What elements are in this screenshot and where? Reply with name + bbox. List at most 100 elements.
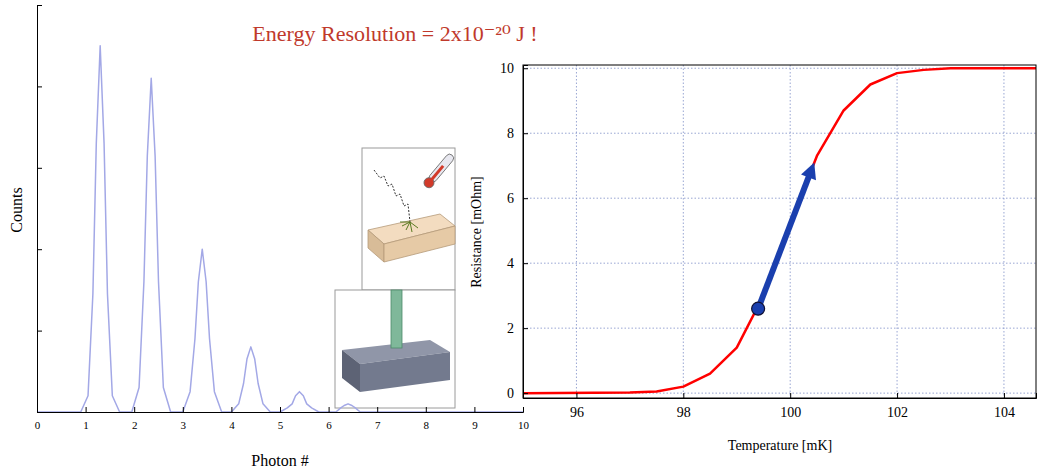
grid-line [897, 65, 898, 398]
grid [523, 65, 1036, 398]
tick-label: 96 [570, 405, 584, 420]
tick: 5 [278, 407, 284, 431]
tick-mark [37, 331, 42, 332]
tick: 10 [500, 61, 528, 76]
tick-label: 100 [780, 405, 801, 420]
tick: 100 [780, 393, 801, 420]
tick-label: 0 [35, 419, 41, 431]
tick-mark [523, 198, 528, 199]
tick-mark [37, 86, 42, 87]
tick: 102 [887, 393, 908, 420]
axis-line [524, 393, 1037, 399]
tick-mark [790, 393, 791, 398]
x-axis: 012345678910 [35, 407, 530, 431]
tick: 2 [507, 321, 528, 336]
grid-line [523, 133, 1036, 134]
tick: 98 [677, 393, 691, 420]
tick-mark [37, 412, 42, 413]
arrow-head [801, 162, 816, 180]
data-line [523, 68, 1036, 393]
inset-bottom [335, 290, 455, 408]
tick-mark [86, 407, 87, 412]
grid-line [523, 328, 1036, 329]
plot-area [523, 68, 1036, 393]
tick-mark [1004, 393, 1005, 398]
tick-label: 102 [887, 405, 908, 420]
tick-mark [523, 263, 528, 264]
tick-mark [523, 68, 528, 69]
tick [37, 86, 42, 87]
tick-mark [329, 407, 330, 412]
impact-flash [400, 222, 418, 232]
arrow-shaft [758, 174, 810, 309]
tick: 6 [326, 407, 332, 431]
absorber-side [384, 226, 455, 262]
tick: 4 [507, 256, 528, 271]
y-axis: 0 2 4 6 8 10 [500, 61, 528, 401]
tick-mark [523, 407, 524, 412]
grid-line [1003, 65, 1004, 398]
axis-line [38, 407, 524, 413]
tick-mark [231, 407, 232, 412]
tick-mark [37, 168, 42, 169]
arrow-start-marker [752, 302, 765, 315]
tick-mark [523, 328, 528, 329]
weak-link [391, 290, 402, 348]
tick: 1 [83, 407, 89, 431]
tick-label: 2 [507, 321, 514, 336]
tick-mark [426, 407, 427, 412]
tick-mark [897, 393, 898, 398]
tick-mark [134, 407, 135, 412]
annotation: Energy Resolution = 2x10⁻²⁰ J ! [252, 21, 537, 46]
bath-front [342, 350, 360, 392]
tick-label: 10 [518, 419, 530, 431]
tick: 96 [570, 393, 584, 420]
chart-root: 012345678910Photon #CountsEnergy Resolut… [0, 0, 1043, 475]
x-axis-title: Photon # [251, 452, 308, 469]
tick [37, 331, 42, 332]
tick: 2 [132, 407, 138, 431]
tick-label: 6 [326, 419, 332, 431]
grid-line [523, 263, 1036, 264]
y-axis-title: Resistance [mOhm] [469, 176, 484, 288]
tick-label: 10 [500, 61, 514, 76]
data-line [37, 46, 523, 412]
tick-mark [576, 393, 577, 398]
grid-line [523, 198, 1036, 199]
tick-mark [183, 407, 184, 412]
tick-label: 2 [132, 419, 138, 431]
tick-label: 4 [229, 419, 235, 431]
inset-panel [362, 148, 455, 290]
thermometer-body [427, 153, 455, 184]
grid-line [576, 65, 577, 398]
x-axis: 96 98 100 102 104 [524, 393, 1037, 420]
tick: 9 [472, 407, 478, 431]
y-axis-title: Counts [8, 187, 25, 232]
photon-path [374, 170, 410, 222]
chart-canvas: 012345678910Photon #CountsEnergy Resolut… [0, 0, 1043, 475]
tick [37, 168, 42, 169]
tick-label: 7 [375, 419, 381, 431]
tick: 6 [507, 191, 528, 206]
tick: 4 [229, 407, 235, 431]
tick-label: 9 [472, 419, 478, 431]
tick-label: 5 [278, 419, 284, 431]
thermometer [422, 152, 456, 190]
tick [37, 249, 42, 250]
tick-label: 0 [507, 386, 514, 401]
absorber-front [368, 230, 384, 262]
tick-mark [474, 407, 475, 412]
tick: 8 [507, 126, 528, 141]
tick-mark [280, 407, 281, 412]
tick-mark [37, 249, 42, 250]
x-axis-title: Temperature [mK] [728, 438, 832, 453]
tick: 104 [994, 393, 1015, 420]
tick [37, 412, 42, 413]
tick-mark [523, 133, 528, 134]
chart-panel: 96 98 100 102 104 0 2 4 6 8 10 Temperature [mK] Resi… [469, 61, 1037, 453]
tick-label: 6 [507, 191, 514, 206]
grid-line [683, 65, 684, 398]
tick: 0 [507, 386, 528, 401]
inset-panel [335, 290, 455, 408]
plot-frame [523, 65, 1036, 398]
